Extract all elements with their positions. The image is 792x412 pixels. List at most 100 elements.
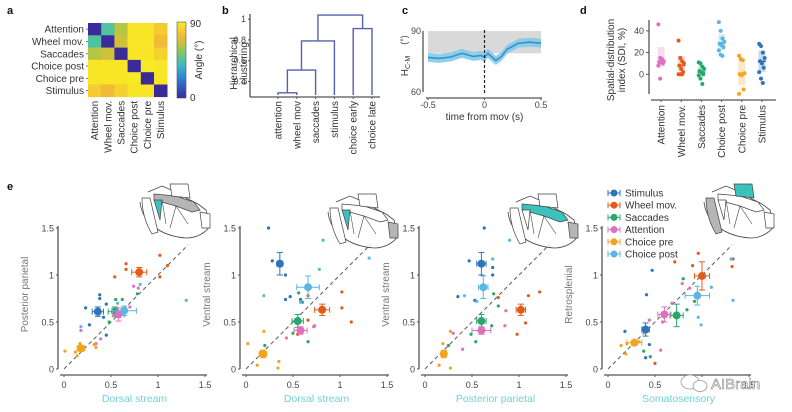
data-point xyxy=(685,308,689,312)
y-axis-label-sub: C-M xyxy=(405,56,412,69)
heatmap-cell xyxy=(154,72,168,85)
data-point xyxy=(270,259,274,263)
data-point xyxy=(491,273,495,277)
data-point xyxy=(99,337,103,341)
y-tick-label: 60 xyxy=(411,87,421,97)
dendrogram-link xyxy=(286,69,317,95)
mean-point xyxy=(477,326,486,335)
data-point xyxy=(737,91,742,96)
x-axis-label: Posterior parietal xyxy=(456,393,535,405)
row-label: Choice pre xyxy=(36,74,85,85)
data-point xyxy=(306,340,310,344)
data-point xyxy=(63,349,67,353)
brain-region-medial xyxy=(509,207,527,245)
data-point xyxy=(138,282,142,286)
data-point xyxy=(474,340,478,344)
heatmap-cell xyxy=(114,59,128,73)
data-point xyxy=(523,321,528,325)
data-point xyxy=(503,324,507,328)
legend-label: Stimulus xyxy=(625,189,663,200)
data-point xyxy=(670,301,674,305)
data-point xyxy=(698,61,703,66)
col-label: Choice post xyxy=(130,101,141,154)
heatmap-cell xyxy=(154,23,168,36)
y-axis-label: clustering xyxy=(239,42,250,85)
y-tick-label: 90 xyxy=(411,26,421,36)
row-label: Wheel mov. xyxy=(32,37,84,48)
data-point xyxy=(79,325,83,329)
mean-point xyxy=(693,291,702,300)
data-point xyxy=(104,333,108,337)
data-point xyxy=(676,38,681,43)
data-point xyxy=(739,73,744,78)
data-point xyxy=(696,73,701,78)
data-point xyxy=(441,342,445,346)
data-point xyxy=(262,294,266,298)
mean-point xyxy=(477,259,486,268)
data-point xyxy=(113,275,117,279)
data-point xyxy=(722,39,727,44)
panel-b-dendrogram: 0.4 0.6 0.8 1 Hierarchical clustering attentio… xyxy=(229,14,380,154)
data-point xyxy=(101,315,106,319)
heatmap-cell xyxy=(114,84,128,98)
data-point xyxy=(491,257,495,261)
legend-marker xyxy=(610,189,618,197)
data-point xyxy=(107,320,111,324)
mean-point xyxy=(76,344,85,353)
data-point xyxy=(104,302,108,306)
y-tick-label: 40 xyxy=(634,26,644,36)
data-point xyxy=(760,50,765,55)
mean-marker-wheel-mov- xyxy=(693,261,711,291)
brain-region-medial xyxy=(705,197,723,235)
legend-label: Wheel mov. xyxy=(625,201,677,212)
mean-marker-choice-pre xyxy=(76,344,86,353)
data-point xyxy=(262,329,266,333)
data-point xyxy=(696,315,700,319)
heatmap-cell xyxy=(101,59,115,73)
data-point xyxy=(340,306,344,310)
heatmap-cell xyxy=(140,47,155,61)
data-point xyxy=(650,268,654,272)
category-label: Choice post xyxy=(717,105,728,158)
mean-point xyxy=(630,338,639,347)
leaf-label: attention xyxy=(274,101,285,139)
data-point xyxy=(678,56,683,60)
panel-c-line: 60 90 -0.5 0 0.5 time from mov (s) HC-M (°) xyxy=(399,26,547,123)
x-axis-label: time from mov (s) xyxy=(446,112,524,123)
identity-line xyxy=(245,244,371,370)
y-tick-label: 0.5 xyxy=(41,318,54,328)
data-point xyxy=(716,20,721,25)
brain-region-somatosensory xyxy=(169,183,191,199)
heatmap-cell xyxy=(127,59,142,73)
data-point xyxy=(94,345,98,349)
data-point xyxy=(699,323,703,327)
data-point xyxy=(508,238,512,242)
x-tick-label: 0 xyxy=(605,380,610,390)
data-point xyxy=(720,53,725,58)
mean-point xyxy=(114,310,123,319)
col-label: Choice pre xyxy=(143,100,154,149)
data-point xyxy=(283,297,288,302)
x-tick-label: 0.5 xyxy=(535,100,548,110)
x-tick-label: 0.5 xyxy=(287,380,300,390)
data-point xyxy=(165,264,169,268)
panel-d-strip: 0 20 40 Spatial-distribution index (SDI, %) A… xyxy=(606,19,776,158)
data-point xyxy=(246,342,250,346)
y-tick-label: 1.5 xyxy=(41,224,54,234)
data-point xyxy=(504,309,508,313)
data-point xyxy=(759,61,764,66)
mean-point xyxy=(672,311,681,320)
mean-marker-choice-pre xyxy=(258,349,268,359)
data-point xyxy=(340,290,344,294)
y-tick-label: 1 xyxy=(410,271,415,281)
y-tick-label: 20 xyxy=(634,48,644,58)
data-point xyxy=(306,318,310,322)
heatmap-cell xyxy=(127,84,142,98)
x-tick-label: 0 xyxy=(61,380,66,390)
x-axis-label: Dorsal stream xyxy=(284,393,350,405)
mean-marker-choice-post xyxy=(111,305,137,316)
x-tick-label: -0.5 xyxy=(420,100,436,110)
y-axis-label: Posterior parietal xyxy=(20,257,31,333)
x-tick-label: 1 xyxy=(337,380,342,390)
